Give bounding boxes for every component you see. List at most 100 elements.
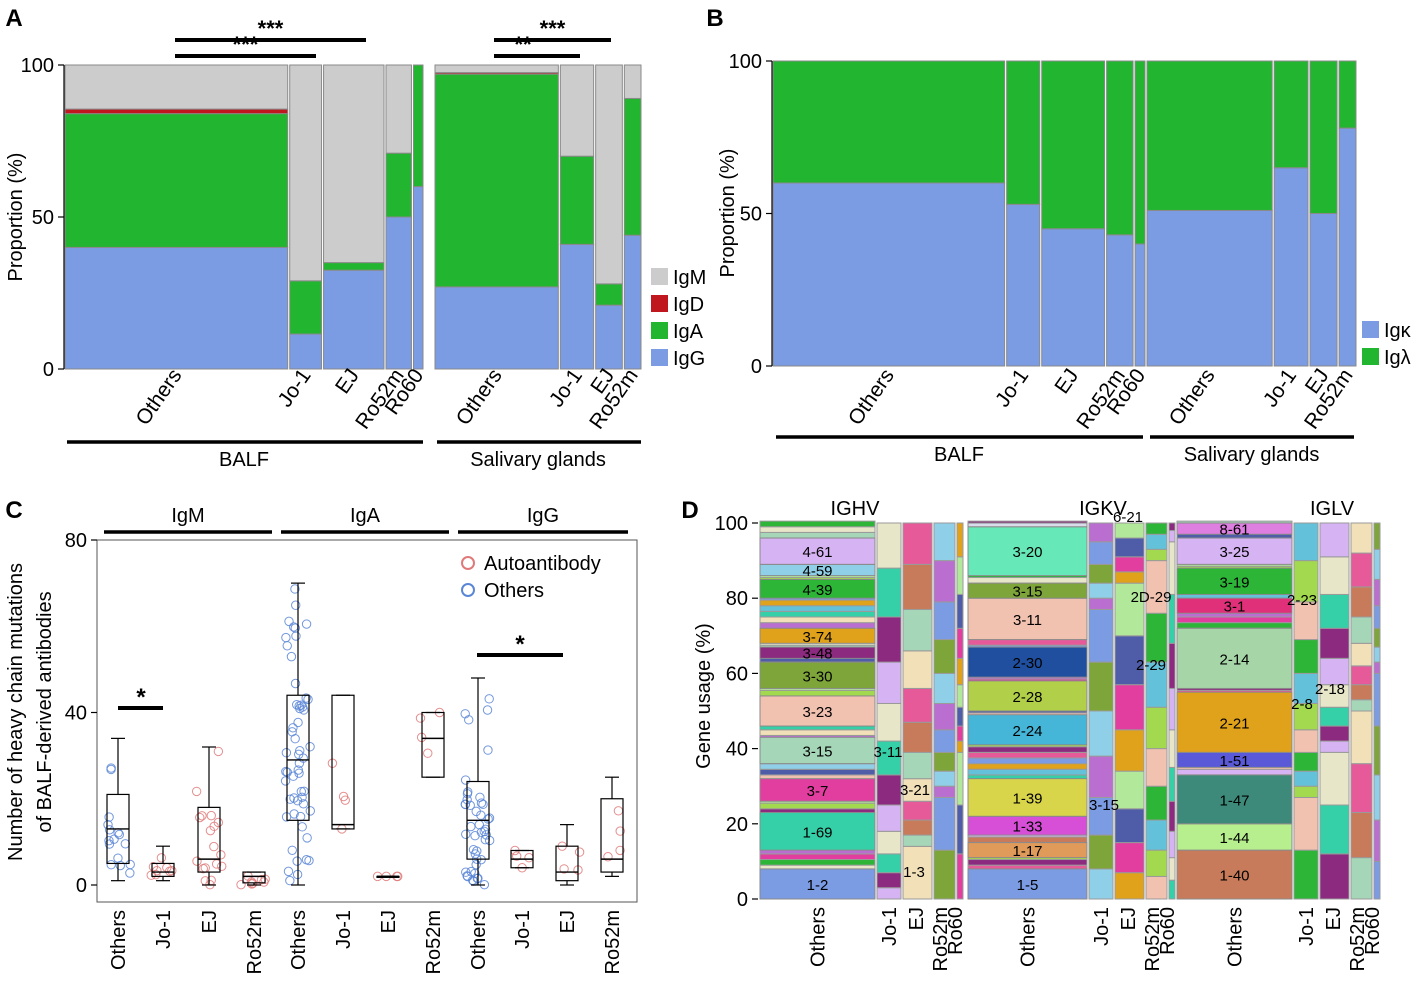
stripe-segment: [1088, 661, 1114, 712]
panel-letter: D: [681, 497, 698, 524]
data-point: [195, 812, 205, 823]
data-point: [281, 766, 291, 777]
stripe-segment: [956, 740, 964, 753]
stripe-segment: [876, 774, 902, 806]
gene-segment: [1176, 823, 1293, 851]
gene-segment: [967, 646, 1088, 678]
x-tick-label: Ro52m: [602, 910, 624, 974]
stripe-segment: [759, 526, 876, 533]
gene-segment: [759, 812, 876, 851]
data-point: [461, 829, 471, 839]
gene-segment: [1176, 691, 1293, 753]
y-axis-label: Proportion (%): [5, 153, 27, 282]
stripe-segment: [1168, 541, 1176, 595]
data-point: [293, 765, 303, 775]
data-point: [125, 859, 135, 870]
stripe-segment: [933, 560, 956, 603]
stripe-segment: [1319, 740, 1350, 753]
data-point: [286, 651, 297, 662]
gene-label: 1-17: [1012, 843, 1042, 860]
data-point: [305, 806, 315, 816]
mosaic-igk: [1006, 203, 1041, 367]
data-point: [217, 861, 227, 871]
stripe-segment: [1145, 875, 1168, 900]
gene-label: 1-44: [1219, 830, 1249, 847]
data-point: [415, 713, 426, 723]
legend-marker-others: [461, 583, 475, 597]
stripe-segment: [1373, 627, 1381, 648]
data-point: [293, 717, 303, 728]
stripe-segment: [1350, 522, 1373, 554]
stripe-segment: [902, 751, 933, 780]
stripe-segment: [956, 684, 964, 708]
gene-label: 3-11: [1013, 612, 1042, 629]
data-point: [524, 852, 534, 863]
stripe-segment: [1350, 763, 1373, 814]
significance-star: *: [515, 631, 525, 658]
data-point: [104, 812, 114, 822]
mosaic-iga: [64, 113, 289, 248]
stripe-segment: [956, 751, 964, 806]
gene-label: 2-18: [1315, 681, 1345, 698]
stripe-segment: [1350, 699, 1373, 712]
mosaic-igg: [385, 216, 412, 370]
y-tick-label: 0: [43, 359, 54, 381]
data-point: [615, 845, 625, 856]
data-point: [216, 850, 226, 860]
gene-label: 2-14: [1219, 651, 1249, 668]
data-point: [559, 864, 569, 874]
stripe-segment: [902, 834, 933, 847]
data-point: [304, 855, 314, 866]
stripe-segment: [1114, 808, 1145, 844]
data-point: [290, 623, 300, 633]
x-tick-label: Jo-1: [1091, 907, 1113, 946]
gene-segment: [1176, 567, 1293, 595]
data-point: [106, 763, 116, 773]
mosaic-iga: [595, 283, 623, 306]
stripe-segment: [1168, 857, 1176, 881]
isotype-label: IgM: [171, 505, 204, 527]
stripe-segment: [1293, 672, 1319, 704]
stripe-segment: [1114, 537, 1145, 558]
data-point: [290, 584, 300, 594]
gene-segment: [759, 736, 876, 765]
x-tick-label: Jo-1: [273, 365, 315, 412]
stripe-segment: [1168, 687, 1176, 731]
data-point: [460, 775, 471, 785]
stripe-segment: [759, 689, 876, 697]
stripe-segment: [956, 556, 964, 595]
data-point: [209, 841, 219, 852]
x-tick-label: Others: [288, 910, 310, 970]
x-tick-label: EJ: [557, 910, 579, 933]
data-point: [113, 853, 123, 863]
stripe-segment: [956, 804, 964, 855]
data-point: [603, 852, 613, 862]
data-point: [191, 786, 202, 797]
legend-swatch-igg: [651, 349, 668, 366]
y-axis-label: Number of heavy chain mutations: [5, 563, 27, 861]
data-point: [213, 746, 224, 757]
stripe-segment: [1319, 657, 1350, 686]
mosaic-igl: [1338, 60, 1357, 129]
stripe-segment: [1088, 597, 1114, 610]
stripe-segment: [956, 853, 964, 900]
stripe-segment: [1293, 796, 1319, 851]
gene-label: 1-40: [1219, 868, 1249, 885]
data-point: [613, 806, 624, 816]
data-point: [340, 795, 350, 805]
mosaic-igl: [1106, 60, 1134, 236]
legend-swatch-igm: [651, 268, 668, 285]
data-point: [478, 799, 488, 810]
y-tick-label: 60: [726, 663, 748, 685]
gene-label: 2D-29: [1131, 589, 1172, 606]
stripe-segment: [1114, 582, 1145, 637]
stripe-segment: [956, 593, 964, 629]
data-point: [484, 835, 495, 846]
y-tick-label: 50: [740, 204, 762, 226]
mosaic-igl: [1273, 60, 1309, 169]
y-tick-label: 100: [715, 513, 748, 535]
gene-label: 2-29: [1136, 657, 1166, 674]
stripe-segment: [1319, 593, 1350, 629]
gene-label: 3-1: [1224, 599, 1246, 616]
mosaic-igk: [1309, 213, 1338, 367]
